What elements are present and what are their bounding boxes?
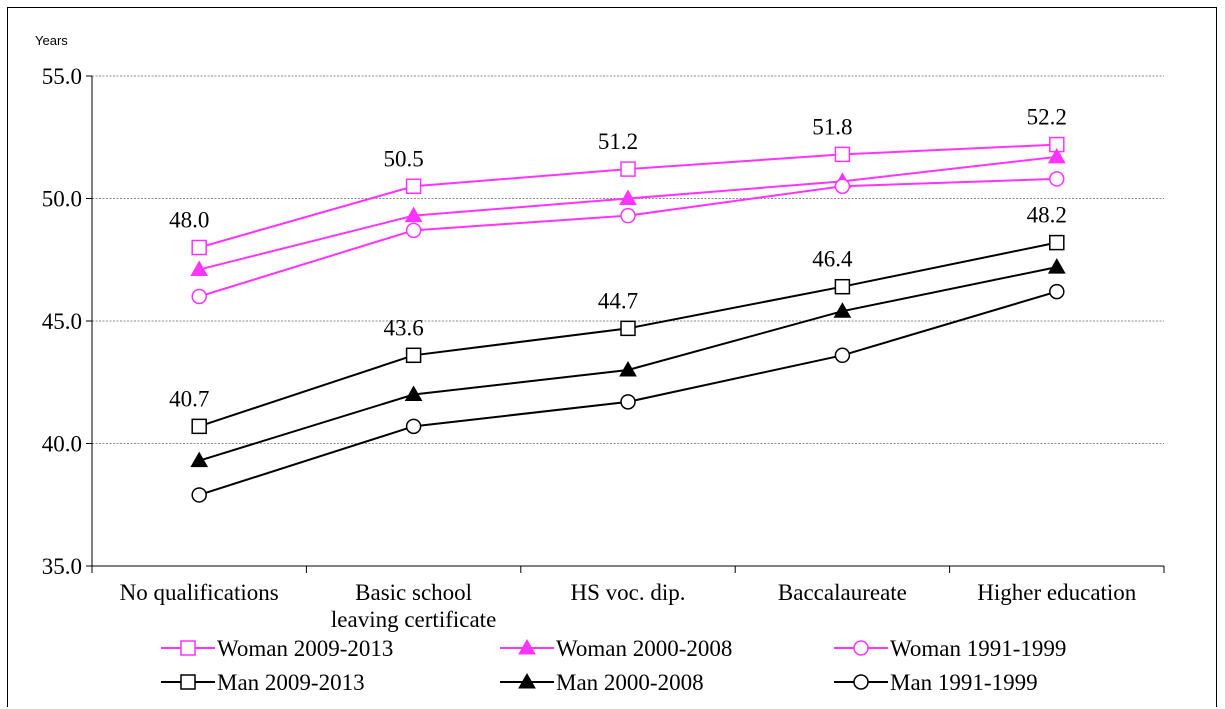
y-tick-label: 40.0 <box>42 432 82 457</box>
legend-label: Woman 2000-2008 <box>556 636 732 661</box>
triangle-marker <box>190 260 209 277</box>
triangle-marker <box>619 360 637 377</box>
x-tick-label: HS voc. dip. <box>571 580 686 605</box>
data-label: 51.8 <box>812 114 852 139</box>
y-tick-label: 50.0 <box>42 187 82 212</box>
data-label: 44.7 <box>598 288 638 313</box>
square-marker <box>834 146 851 163</box>
circle-marker <box>834 347 851 364</box>
y-tick-label: 45.0 <box>42 309 82 334</box>
triangle-marker <box>404 206 423 223</box>
legend-item: Woman 2000-2008 <box>500 636 732 661</box>
data-labels: 48.0 50.5 51.2 51.8 52.2 40.7 43.6 44.7 46.4 48.2 <box>169 105 1067 412</box>
legend-label: Man 2000-2008 <box>556 670 704 695</box>
triangle-marker <box>619 189 637 205</box>
series-man-1991-1999 <box>191 283 1065 503</box>
square-marker <box>405 178 422 194</box>
legend-item: Man 1991-1999 <box>834 670 1038 695</box>
triangle-marker <box>1047 258 1066 274</box>
series-man-2000-2008 <box>190 258 1066 468</box>
legend-item: Woman 2009-2013 <box>161 636 393 661</box>
data-label: 51.2 <box>598 129 638 154</box>
y-tick-label: 55.0 <box>42 64 82 89</box>
series-man-2009-2013 <box>191 234 1065 435</box>
triangle-marker <box>518 672 536 689</box>
x-tick-label: No qualifications <box>120 580 279 605</box>
square-marker <box>620 161 636 177</box>
x-tick-label: leaving certificate <box>331 607 496 632</box>
circle-marker <box>405 418 422 435</box>
square-marker <box>405 347 422 364</box>
data-label: 43.6 <box>383 315 423 340</box>
legend-item: Woman 1991-1999 <box>834 636 1066 661</box>
square-marker <box>180 674 196 690</box>
x-tick-label: Basic school <box>355 580 472 605</box>
legend-label: Woman 2009-2013 <box>217 636 393 661</box>
line-chart: 35.0 40.0 45.0 50.0 55.0 No qualifications Bas… <box>35 33 1165 695</box>
circle-marker <box>1049 283 1065 300</box>
square-marker <box>191 418 207 435</box>
data-label: 46.4 <box>812 247 853 272</box>
legend-label: Woman 1991-1999 <box>890 636 1066 661</box>
series-woman-2009-2013 <box>191 136 1065 256</box>
circle-marker <box>620 394 636 410</box>
circle-marker <box>191 288 207 305</box>
triangle-marker <box>833 302 852 318</box>
data-label: 50.5 <box>383 146 423 171</box>
circle-marker <box>191 487 207 503</box>
legend-item: Man 2000-2008 <box>500 670 704 695</box>
legend: Woman 2009-2013 Woman 2000-2008 Woman 1991… <box>161 636 1066 695</box>
triangle-marker <box>190 451 209 468</box>
circle-marker <box>405 222 422 239</box>
circle-marker <box>1049 171 1065 187</box>
series-woman-1991-1999 <box>191 171 1065 305</box>
data-label: 52.2 <box>1027 105 1067 130</box>
legend-item: Man 2009-2013 <box>161 670 365 695</box>
circle-marker <box>853 640 869 656</box>
legend-label: Man 2009-2013 <box>217 670 365 695</box>
legend-label: Man 1991-1999 <box>890 670 1038 695</box>
square-marker <box>834 278 851 295</box>
square-marker <box>180 640 196 656</box>
data-label: 48.2 <box>1027 203 1067 228</box>
circle-marker <box>834 178 851 194</box>
x-tick-label: Baccalaureate <box>778 580 907 605</box>
triangle-marker <box>404 385 423 401</box>
triangle-marker <box>518 638 536 655</box>
x-tick-label: Higher education <box>977 580 1137 605</box>
circle-marker <box>620 207 636 224</box>
circle-marker <box>853 674 869 690</box>
square-marker <box>620 320 636 337</box>
y-tick-label: 35.0 <box>42 554 82 579</box>
data-label: 48.0 <box>169 208 209 233</box>
y-axis-label: Years <box>35 33 68 48</box>
square-marker <box>1049 234 1065 251</box>
triangle-marker <box>1047 147 1066 164</box>
data-label: 40.7 <box>169 386 209 411</box>
axes: 35.0 40.0 45.0 50.0 55.0 No qualifications Bas… <box>42 64 1165 632</box>
square-marker <box>191 239 207 256</box>
series-lines <box>190 136 1066 503</box>
chart-frame: 35.0 40.0 45.0 50.0 55.0 No qualifications Bas… <box>7 7 1217 707</box>
